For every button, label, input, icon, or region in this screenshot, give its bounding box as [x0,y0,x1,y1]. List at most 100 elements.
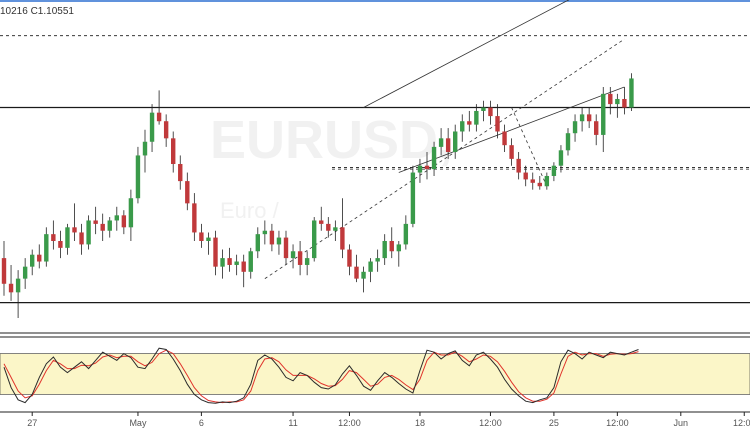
candle [163,114,169,147]
candle-body [565,133,571,151]
candle-body [558,150,564,166]
candle-body [544,175,550,187]
candle [509,138,514,166]
candle-body [403,223,409,245]
candle [178,155,183,190]
candle [255,227,260,259]
candle-body [474,110,479,125]
candle-body [523,172,528,180]
stochastic-panel [0,347,750,404]
stochastic-d-line [3,349,639,404]
candle-body [417,165,423,173]
candle [248,247,253,279]
candle-body [333,227,338,231]
candle [37,244,42,269]
candle-body [438,138,444,147]
candle [417,158,423,183]
candle-body [276,237,282,245]
price-channel [264,0,625,279]
candle [276,230,282,255]
candle [460,114,465,142]
candle-body [453,131,458,153]
candle [558,145,564,173]
candle [1,241,7,296]
candle-body [629,78,634,108]
candle-body [15,278,21,293]
candle-body [347,249,352,267]
candle-body [375,258,380,262]
candle-body [234,261,239,265]
candle [156,90,162,125]
candle-body [467,121,472,125]
candle [86,215,91,250]
candle [424,152,430,180]
candle [551,162,557,182]
candle-body [178,164,183,182]
candle [93,206,98,235]
candle-body [431,146,437,170]
channel-upper-line [363,0,570,108]
candle [283,230,289,265]
candle-body [424,165,430,170]
candle [608,87,613,115]
time-tick-label: Jun [674,418,689,428]
candle [523,165,528,187]
candle-body [93,220,98,224]
candle [100,213,105,241]
candle-body [319,220,324,224]
candle-body [283,237,289,259]
candle [79,223,84,255]
candle [227,247,232,272]
stochastic-k-line [3,347,639,404]
candle-body [79,232,84,245]
candle [128,189,134,241]
candle [72,203,77,241]
candle [51,220,56,250]
ohlc-readout: 10216 C1.10551 [0,6,74,17]
candle-body [8,283,14,293]
candle [234,254,239,276]
candle [319,206,324,231]
candle [396,241,401,267]
candle-body [615,98,620,105]
candle [114,206,119,231]
candle-body [192,203,197,233]
candle-body [509,145,514,159]
candle [199,223,204,248]
candle [269,223,275,252]
candle-body [30,254,35,267]
candle [213,230,218,276]
candle [368,258,373,283]
candle-body [290,251,296,259]
candle-body [37,254,42,262]
candle-body [128,198,134,228]
candle-body [481,107,486,111]
candle-body [44,234,49,262]
candle-body [516,158,521,173]
candle [354,254,359,283]
candle [481,100,486,122]
candle [220,249,225,279]
candle [262,220,268,245]
candle-body [72,227,77,233]
candle [622,87,627,115]
candle-body [227,258,232,265]
candle [502,124,507,153]
time-tick-label: 12:00 [338,418,361,428]
candle [312,217,317,262]
candle-body [58,241,63,248]
candle-body [262,230,268,235]
candle-body [297,251,303,265]
time-tick-label: 18 [415,418,425,428]
candle [347,244,352,276]
candle-body [241,261,246,272]
candle [206,232,211,255]
candle [135,146,141,204]
candle [586,107,592,129]
candle-body [163,121,169,139]
time-tick-label: 6 [199,418,204,428]
candle [326,217,331,238]
candle-body [326,223,331,231]
